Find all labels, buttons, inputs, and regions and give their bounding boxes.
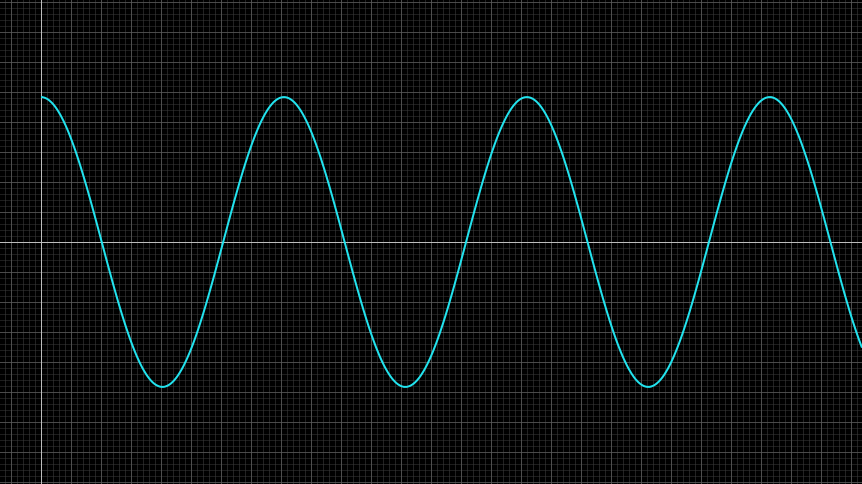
waveform-trace (40, 96, 862, 388)
